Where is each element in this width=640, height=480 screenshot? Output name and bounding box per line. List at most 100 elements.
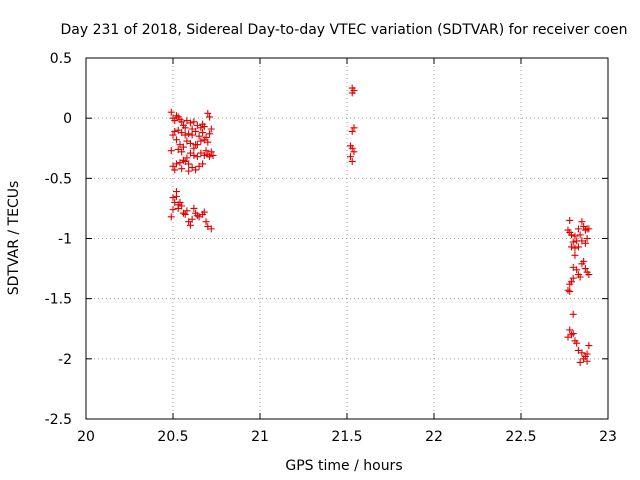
data-point [172,188,180,196]
gridlines [86,58,608,419]
data-point [169,131,177,139]
data-point [569,274,577,282]
data-point [564,286,572,294]
data-point [576,231,584,239]
data-point [178,148,186,156]
data-point [348,127,356,135]
data-point [567,243,575,251]
data-point [199,129,207,137]
axis-ticks [85,57,609,420]
data-point [167,147,175,155]
data-point [581,265,589,273]
data-point [571,244,579,252]
data-point [172,136,180,144]
data-point [204,138,212,146]
data-point [178,165,186,173]
data-point [574,243,582,251]
data-point [185,160,193,168]
data-point [192,141,200,149]
x-tick-label: 20.5 [157,429,188,445]
data-point [573,339,581,347]
data-point [192,166,200,174]
data-point [585,225,593,233]
data-point [569,310,577,318]
data-point [171,127,179,135]
data-point [567,231,575,239]
data-point [193,212,201,220]
y-tick-label: -1.5 [45,292,72,308]
data-point [578,237,586,245]
data-point [197,149,205,157]
data-point [564,333,572,341]
data-point [350,148,358,156]
chart-title: Day 231 of 2018, Sidereal Day-to-day VTE… [61,22,628,38]
x-tick-labels: 20 20.5 21 21.5 22 22.5 23 [77,429,617,445]
data-point [183,207,191,215]
data-point [186,221,194,229]
data-point [576,273,584,281]
data-point [574,225,582,233]
data-point [569,263,577,271]
data-point [566,216,574,224]
y-tick-label: 0 [63,111,72,127]
data-point [350,124,358,132]
data-point [206,153,214,161]
data-point [169,206,177,214]
data-point [207,225,215,233]
data-point [348,157,356,165]
y-tick-labels: 0.5 0 -0.5 -1 -1.5 -2 -2.5 [45,51,72,428]
data-point [185,167,193,175]
data-point [181,210,189,218]
data-point [195,132,203,140]
data-point [581,226,589,234]
data-point [576,358,584,366]
data-point [204,109,212,117]
x-tick-label: 20 [77,429,95,445]
data-point [566,280,574,288]
y-tick-label: 0.5 [50,51,72,67]
data-point [348,144,356,152]
data-point [174,126,182,134]
y-tick-label: -0.5 [45,171,72,187]
data-point [167,108,175,116]
data-point [171,166,179,174]
data-point [578,218,586,226]
y-tick-label: -2 [58,352,72,368]
x-tick-label: 22 [425,429,443,445]
data-point [186,119,194,127]
data-point [583,235,591,242]
data-point [583,357,591,365]
data-point [178,118,186,126]
data-point [580,257,588,265]
data-point [202,147,210,155]
data-point [185,130,193,138]
data-point [578,349,586,357]
data-point [583,350,591,358]
data-point [585,271,593,279]
data-point [566,326,574,334]
data-point [181,124,189,132]
data-point [346,153,354,161]
data-point [569,330,577,338]
data-point [179,143,187,151]
data-point [202,218,210,226]
data-point [172,112,180,120]
x-tick-label: 22.5 [505,429,536,445]
data-point [348,89,356,97]
data-point [193,153,201,161]
data-point [569,238,577,246]
x-axis-label: GPS time / hours [285,458,402,474]
data-point [571,232,579,240]
data-point [585,342,593,350]
data-point [206,113,214,121]
data-point [188,215,196,223]
data-point [178,202,186,210]
data-point [167,213,175,221]
data-points [167,84,593,366]
data-point [186,139,194,147]
data-point [171,117,179,125]
data-point [207,125,215,133]
y-tick-label: -2.5 [45,412,72,428]
data-point [197,137,205,145]
